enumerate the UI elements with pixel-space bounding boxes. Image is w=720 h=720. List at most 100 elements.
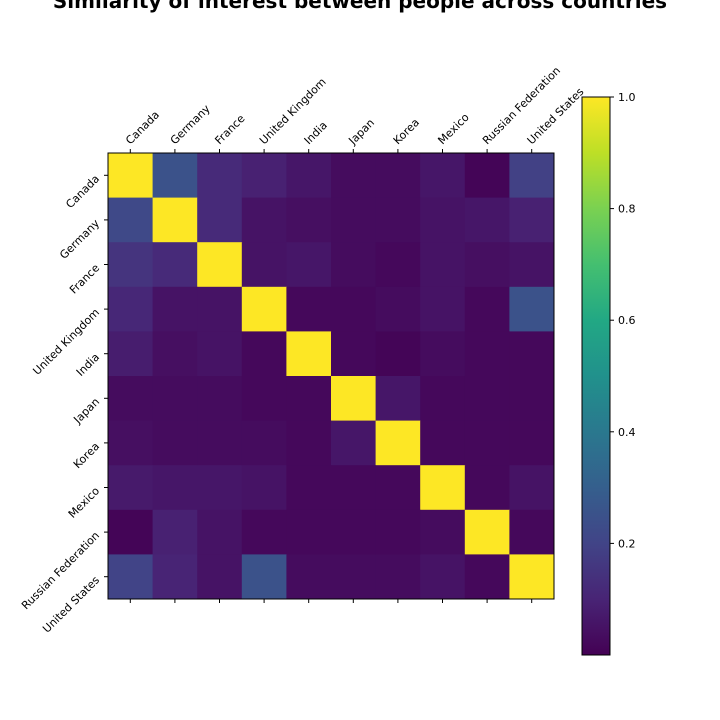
x-tick-label: Canada <box>123 108 162 147</box>
heatmap-cell <box>331 197 377 243</box>
x-tick-label: India <box>302 119 330 147</box>
heatmap-cell <box>286 376 332 422</box>
heatmap-cell <box>108 554 154 600</box>
heatmap-cell <box>420 465 466 511</box>
heatmap-cell <box>464 554 510 600</box>
heatmap-cell <box>464 197 510 243</box>
heatmap-cell <box>152 242 198 288</box>
heatmap-cell <box>197 509 243 555</box>
heatmap-cell <box>286 554 332 600</box>
colorbar-tick-label: 0.8 <box>618 203 636 216</box>
heatmap-cell <box>286 509 332 555</box>
heatmap-cell <box>509 509 555 555</box>
heatmap-cell <box>197 420 243 466</box>
heatmap-cell <box>509 331 555 377</box>
heatmap-cell <box>286 331 332 377</box>
x-tick-label: Japan <box>346 116 378 148</box>
heatmap-cell <box>241 376 287 422</box>
heatmap-cell <box>509 286 555 332</box>
y-tick-label: Russian Federation <box>19 529 102 612</box>
heatmap-cell <box>286 286 332 332</box>
heatmap-cell <box>108 286 154 332</box>
heatmap-cell <box>286 242 332 288</box>
x-tick-label: Mexico <box>435 111 472 148</box>
y-tick-label: Mexico <box>66 484 103 521</box>
heatmap-cell <box>108 197 154 243</box>
heatmap-cell <box>375 465 421 511</box>
heatmap-cell <box>241 465 287 511</box>
heatmap-cell <box>197 465 243 511</box>
heatmap-cell <box>464 286 510 332</box>
y-tick-label: Korea <box>71 440 102 471</box>
heatmap-frame <box>107 152 555 600</box>
heatmap-cell <box>197 242 243 288</box>
heatmap-cell <box>152 420 198 466</box>
heatmap-cell <box>108 376 154 422</box>
heatmap-cell <box>464 465 510 511</box>
heatmap-cell <box>152 286 198 332</box>
heatmap-cell <box>509 420 555 466</box>
heatmap-cell <box>197 153 243 199</box>
heatmap-cell <box>241 331 287 377</box>
heatmap-cell <box>197 331 243 377</box>
x-tick-label: Germany <box>168 102 213 147</box>
heatmap-cell <box>509 242 555 288</box>
heatmap-cell <box>509 376 555 422</box>
heatmap-cell <box>331 242 377 288</box>
heatmap-cell <box>464 242 510 288</box>
heatmap-cell <box>108 153 154 199</box>
heatmap-cell <box>375 197 421 243</box>
heatmap-cell <box>241 242 287 288</box>
heatmap-cell <box>509 153 555 199</box>
heatmap-cell <box>420 331 466 377</box>
heatmap-cell <box>420 153 466 199</box>
heatmap-cell <box>241 286 287 332</box>
heatmap-cell <box>420 242 466 288</box>
heatmap-cell <box>420 197 466 243</box>
y-tick-label: Japan <box>71 395 103 427</box>
heatmap-cell <box>375 420 421 466</box>
heatmap-cell <box>286 197 332 243</box>
heatmap-cell <box>286 465 332 511</box>
heatmap-cell <box>241 153 287 199</box>
heatmap-cell <box>241 554 287 600</box>
heatmap-cell <box>152 331 198 377</box>
x-tick-label: France <box>212 112 247 147</box>
heatmap-cell <box>375 153 421 199</box>
heatmap-cell <box>241 197 287 243</box>
heatmap-cell <box>420 376 466 422</box>
heatmap-cell <box>464 420 510 466</box>
heatmap-cell <box>420 286 466 332</box>
heatmap-cell <box>509 554 555 600</box>
heatmap-cell <box>375 331 421 377</box>
heatmap-cell <box>152 197 198 243</box>
heatmap-cell <box>286 420 332 466</box>
y-tick-label: Canada <box>63 172 102 211</box>
heatmap-cell <box>197 554 243 600</box>
heatmap-cell <box>108 420 154 466</box>
heatmap-cell <box>331 376 377 422</box>
colorbar-tick-label: 1.0 <box>618 91 636 104</box>
heatmap-cell <box>331 286 377 332</box>
y-tick-label: India <box>74 351 102 379</box>
colorbar <box>581 96 611 656</box>
heatmap-cell <box>108 509 154 555</box>
x-tick-label: Russian Federation <box>480 64 563 147</box>
heatmap-cell <box>108 242 154 288</box>
heatmap-cell <box>509 465 555 511</box>
heatmap-cell <box>331 153 377 199</box>
chart-title: Similarity of interest between people ac… <box>53 0 667 13</box>
heatmap-cell <box>108 331 154 377</box>
heatmap-cell <box>152 554 198 600</box>
heatmap-cell <box>509 197 555 243</box>
heatmap-cell <box>331 331 377 377</box>
heatmap-cell <box>152 465 198 511</box>
heatmap-cell <box>464 509 510 555</box>
y-tick-label: France <box>67 261 102 296</box>
heatmap-cell <box>420 420 466 466</box>
colorbar-tick-label: 0.6 <box>618 314 636 327</box>
heatmap-cell <box>331 465 377 511</box>
heatmap-cell <box>331 554 377 600</box>
